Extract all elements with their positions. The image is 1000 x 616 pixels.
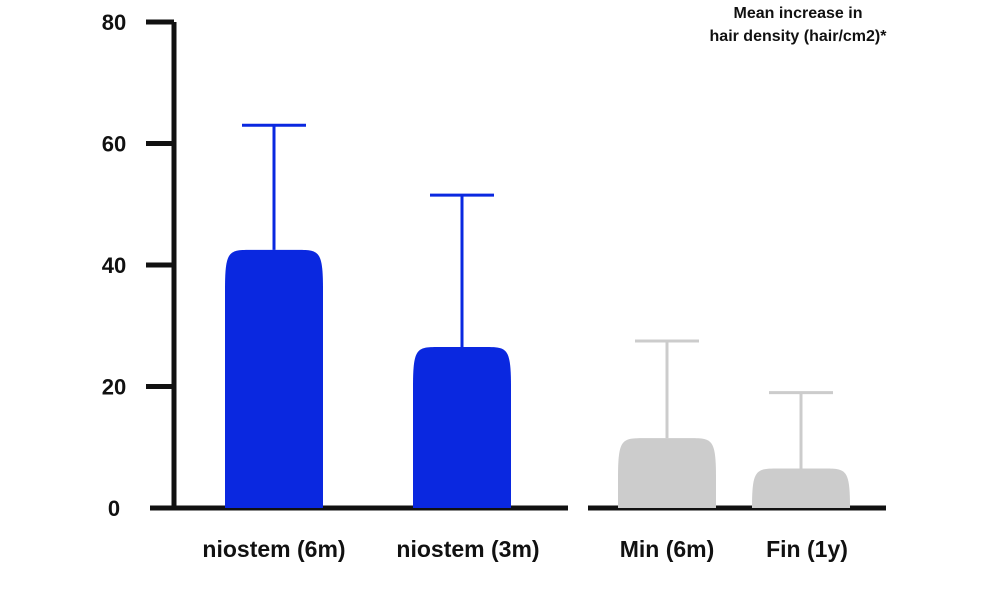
bars xyxy=(225,249,850,508)
chart-title: Mean increase in hair density (hair/cm2)… xyxy=(710,5,888,45)
bar-1 xyxy=(413,347,511,508)
y-tick-label: 40 xyxy=(102,253,126,278)
x-category-label: Min (6m) xyxy=(620,536,715,562)
bar-2 xyxy=(618,438,716,508)
y-tick-label: 0 xyxy=(108,496,120,521)
y-tick-label: 20 xyxy=(102,375,126,400)
x-category-label: niostem (6m) xyxy=(202,536,345,562)
error-bars xyxy=(242,123,833,469)
x-category-label: Fin (1y) xyxy=(766,536,848,562)
chart-title-line-2: hair density (hair/cm2)* xyxy=(710,28,888,45)
y-tick-label: 60 xyxy=(102,132,126,157)
bar-3 xyxy=(752,468,850,508)
x-category-label: niostem (3m) xyxy=(396,536,539,562)
x-axis-labels: niostem (6m) niostem (3m) Min (6m) Fin (1y) xyxy=(202,536,847,562)
bar-0 xyxy=(225,249,323,508)
chart-title-line-1: Mean increase in xyxy=(734,5,863,22)
y-tick-label: 80 xyxy=(102,10,126,35)
y-axis-ticks: 0 20 40 60 80 xyxy=(102,10,174,521)
